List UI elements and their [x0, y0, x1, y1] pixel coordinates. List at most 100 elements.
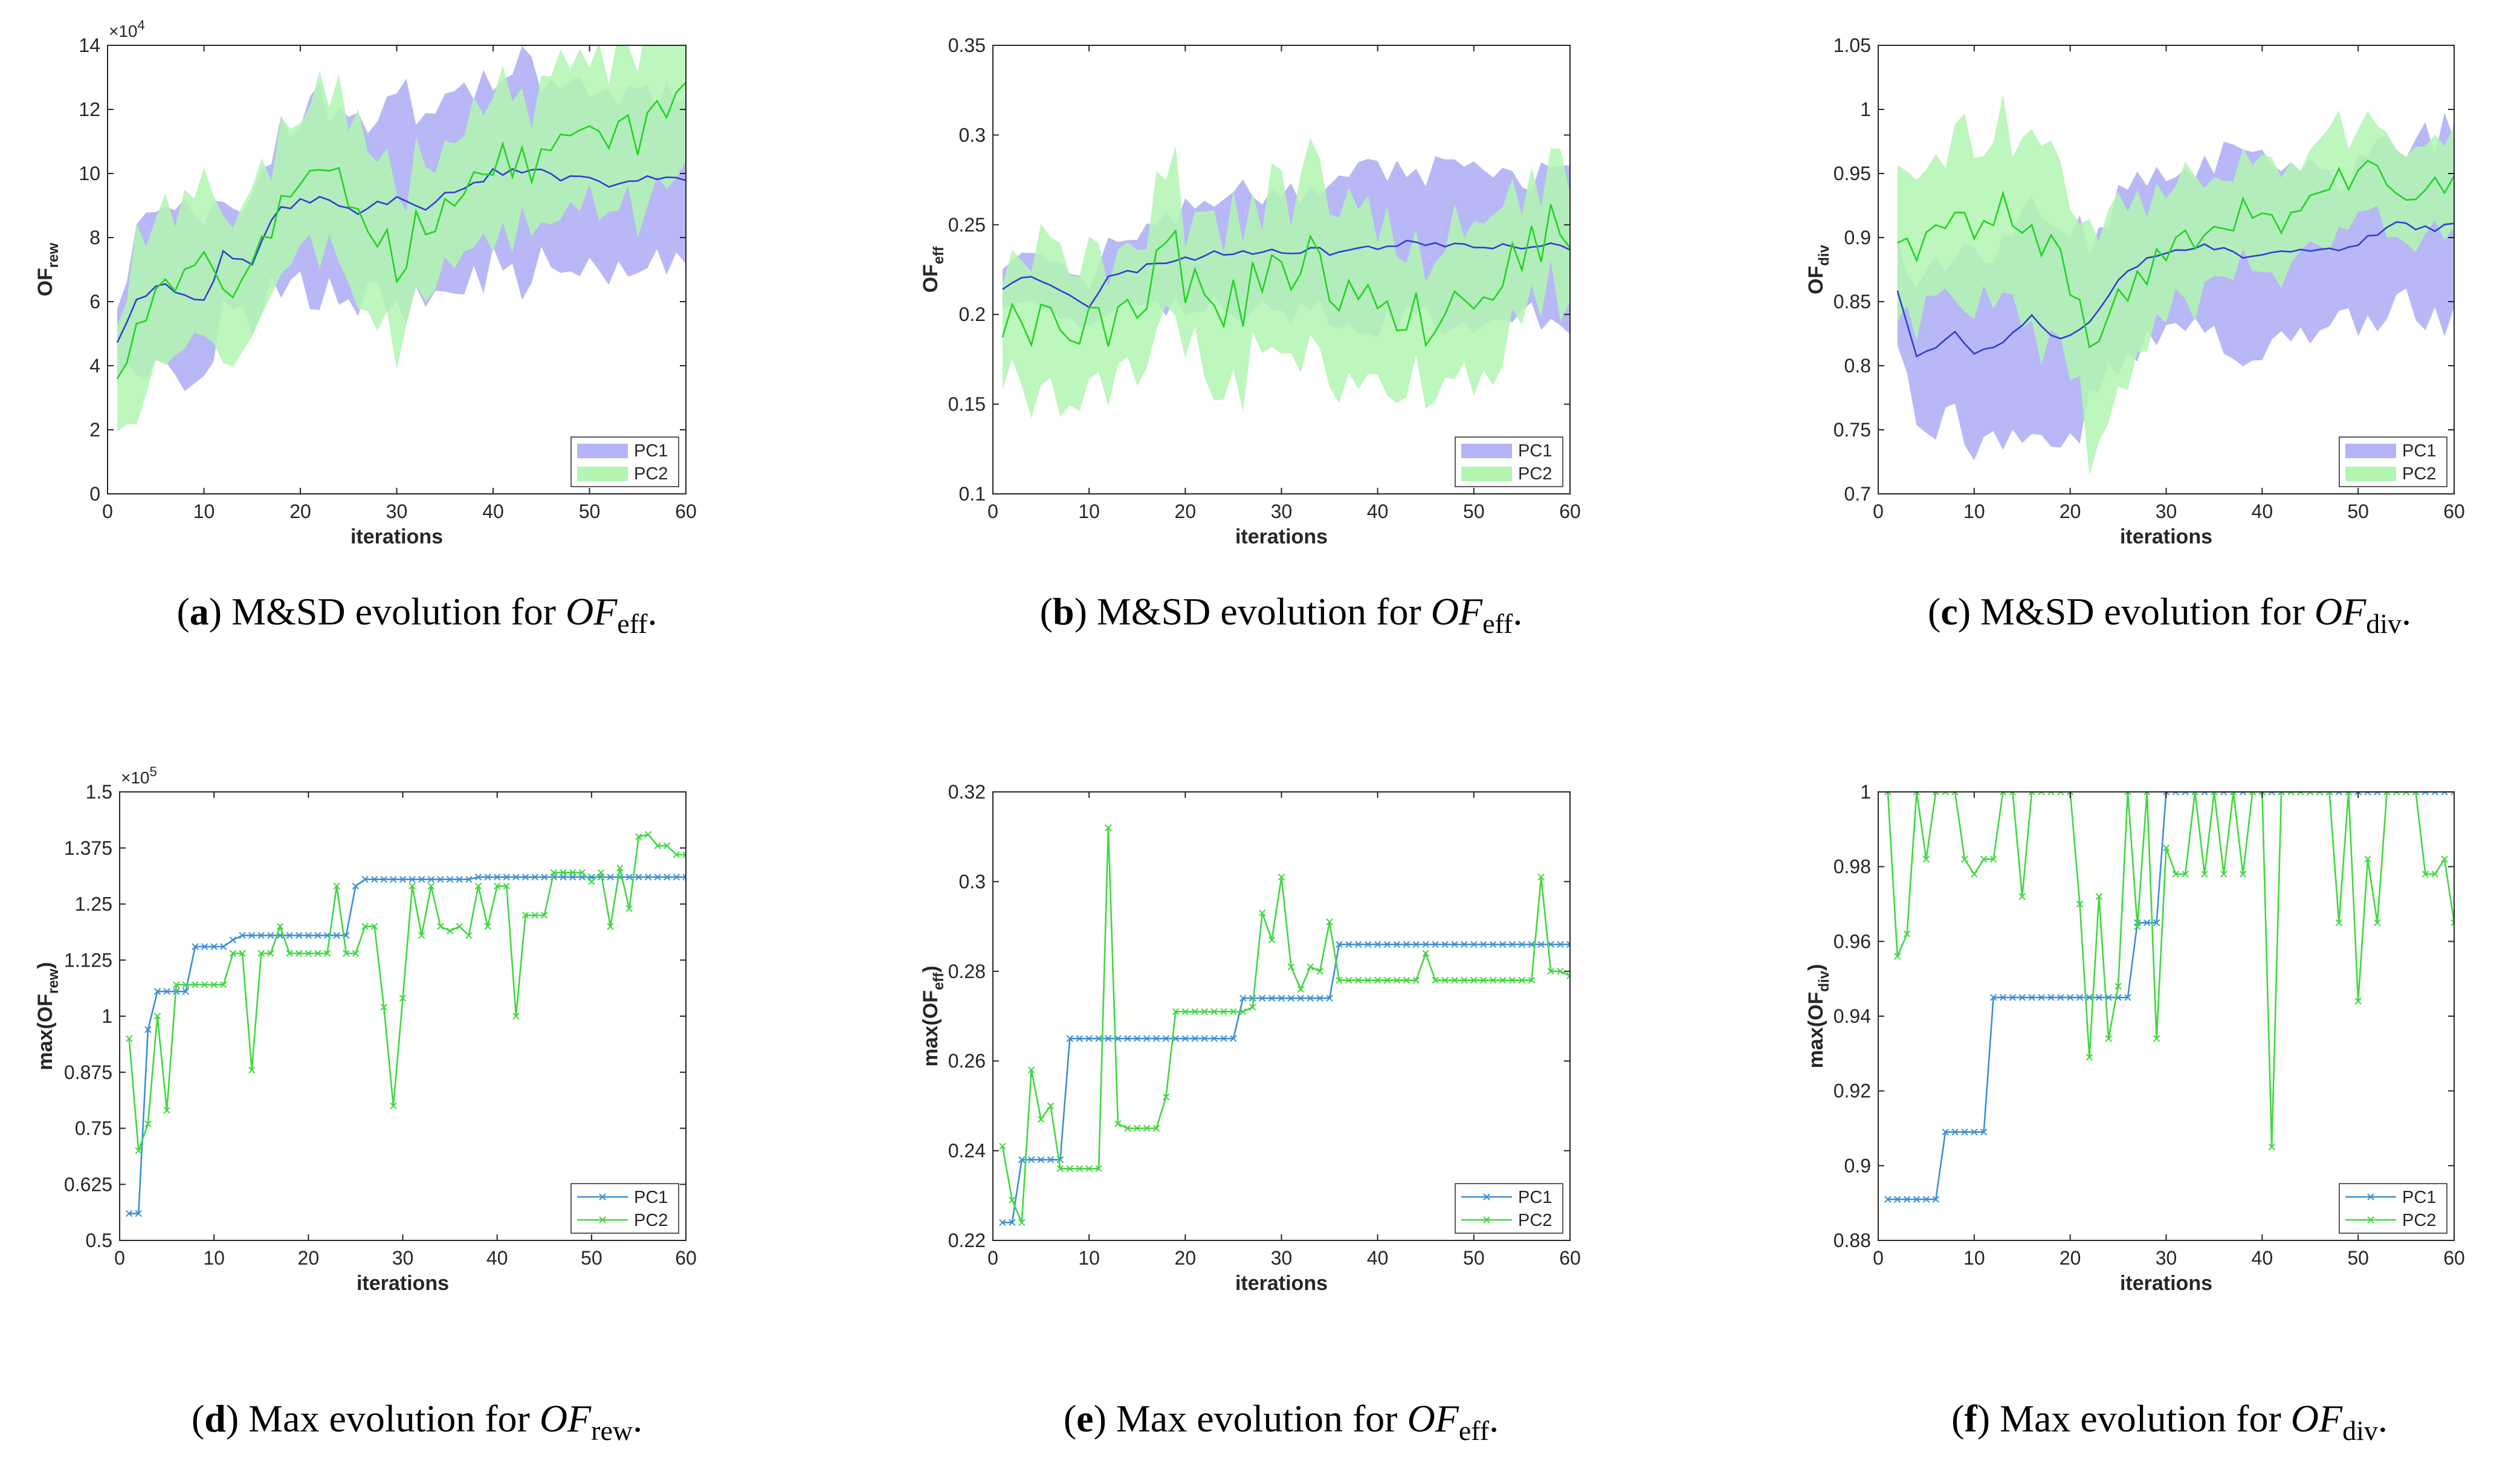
pc2-marker	[578, 869, 586, 877]
caption-b-symbol: OF	[1430, 590, 1483, 633]
xtick-label: 40	[482, 501, 504, 522]
pc2-marker	[343, 950, 350, 957]
pc1-marker	[1287, 994, 1295, 1002]
pc1-marker	[305, 932, 312, 939]
xtick-label: 60	[1559, 1247, 1581, 1269]
legend-swatch-pc2	[577, 467, 628, 481]
pc2-marker	[2451, 919, 2454, 927]
ytick-label: 1.375	[64, 837, 112, 859]
pc2-marker	[361, 922, 369, 930]
pc1-marker	[1278, 994, 1285, 1002]
pc1-marker	[1085, 1035, 1093, 1042]
ylabel-sub: div	[1816, 970, 1832, 991]
plot-area-f	[1884, 792, 2454, 1203]
pc1-marker	[1009, 1219, 1016, 1227]
xtick-label: 0	[987, 501, 998, 522]
pc1-marker	[144, 1026, 152, 1033]
xtick-label: 20	[2060, 501, 2081, 522]
ytick-label: 0.625	[64, 1173, 112, 1195]
ytick-label: 1	[1860, 99, 1871, 120]
pc2-marker	[153, 1013, 161, 1020]
chart-e: 0 10 20 30 40 50 60 0.22 0.24 0.26 0.28 0.3 0.32 iter…	[919, 781, 1581, 1295]
pc1-marker	[1027, 1156, 1035, 1164]
legend-marker	[2367, 1216, 2374, 1224]
ytick-label: 0.32	[948, 781, 986, 803]
pc1-marker	[1566, 941, 1570, 948]
pc2-marker	[2383, 792, 2391, 796]
pc1-marker	[1489, 941, 1497, 948]
ytick-label: 8	[89, 227, 100, 248]
pc2-marker	[1383, 976, 1391, 984]
pc1-marker	[2057, 994, 2064, 1001]
xtick-label: 0	[1873, 501, 1884, 522]
pc1-marker	[361, 875, 369, 883]
pc2-marker	[390, 1102, 397, 1110]
pc2-marker	[1441, 976, 1449, 984]
pc2-marker	[1374, 976, 1381, 984]
pc2-band	[117, 45, 686, 432]
pc1-marker	[1268, 994, 1276, 1002]
pc1-marker	[1076, 1035, 1083, 1042]
pc2-marker	[2220, 870, 2228, 878]
caption-e-end: .	[1489, 1397, 1499, 1440]
ylabel-sub: rew	[45, 242, 62, 268]
pc1-marker	[607, 874, 614, 881]
pc1-marker	[2239, 792, 2247, 796]
caption-f-symbol: OF	[2290, 1397, 2343, 1440]
pc1-marker	[370, 875, 378, 883]
ytick-label: 0.85	[1833, 291, 1871, 313]
ytick-label: 4	[89, 355, 100, 377]
legend-marker	[599, 1216, 606, 1224]
pc2-mean-line	[116, 82, 686, 380]
pc1-marker	[2009, 994, 2017, 1001]
pc2-marker	[2239, 870, 2247, 878]
xtick-label: 60	[675, 501, 697, 522]
xtick-label: 60	[1559, 501, 1581, 522]
pc2-marker	[2249, 792, 2257, 796]
pc1-marker	[1412, 941, 1420, 948]
pc2-marker	[607, 922, 614, 930]
pc1-marker	[1124, 1035, 1131, 1042]
pc2-marker	[2402, 792, 2410, 796]
xtick-label: 60	[2443, 501, 2465, 522]
pc2-marker	[644, 831, 652, 838]
pc2-marker	[144, 1120, 152, 1127]
ylabel-after: )	[34, 962, 57, 968]
xtick-label: 10	[1963, 501, 1985, 522]
pc2-marker	[531, 912, 538, 919]
plot-area-b	[1001, 137, 1570, 418]
y-axis-label: max(OFrew)	[34, 962, 62, 1070]
ytick-label: 0.28	[948, 961, 986, 982]
pc1-mean-line	[116, 167, 686, 343]
pc2-marker	[2307, 792, 2314, 796]
pc2-marker	[1181, 1008, 1189, 1016]
xtick-label: 20	[2060, 1247, 2081, 1269]
pc2-marker	[625, 905, 633, 912]
pc2-marker	[1278, 874, 1285, 881]
multiplier-base: ×10	[121, 768, 150, 787]
pc2-marker	[1412, 976, 1420, 984]
caption-e-sub: eff	[1458, 1415, 1490, 1446]
caption-b-sub: eff	[1482, 608, 1513, 639]
pc1-marker	[1143, 1035, 1151, 1042]
legend-marker	[1483, 1216, 1490, 1224]
ytick-label: 0.24	[948, 1140, 986, 1162]
pc1-marker	[1134, 1035, 1141, 1042]
ytick-label: 0.75	[1833, 419, 1871, 441]
pc1-marker	[201, 943, 208, 950]
xtick-label: 30	[1271, 1247, 1293, 1269]
xtick-label: 10	[1078, 1247, 1100, 1269]
pc1-marker	[1258, 994, 1266, 1002]
ytick-label: 0.96	[1833, 930, 1871, 952]
ytick-label: 0.25	[948, 214, 986, 236]
pc2-marker	[1989, 855, 1997, 863]
xtick-label: 30	[2156, 501, 2177, 522]
pc1-marker	[644, 874, 652, 881]
pc1-marker	[1451, 941, 1458, 948]
pc2-marker	[2441, 855, 2448, 863]
pc2-marker	[2297, 792, 2304, 796]
pc2-marker	[1999, 792, 2007, 796]
pc1-marker	[192, 943, 199, 950]
pc2-marker	[370, 922, 378, 930]
